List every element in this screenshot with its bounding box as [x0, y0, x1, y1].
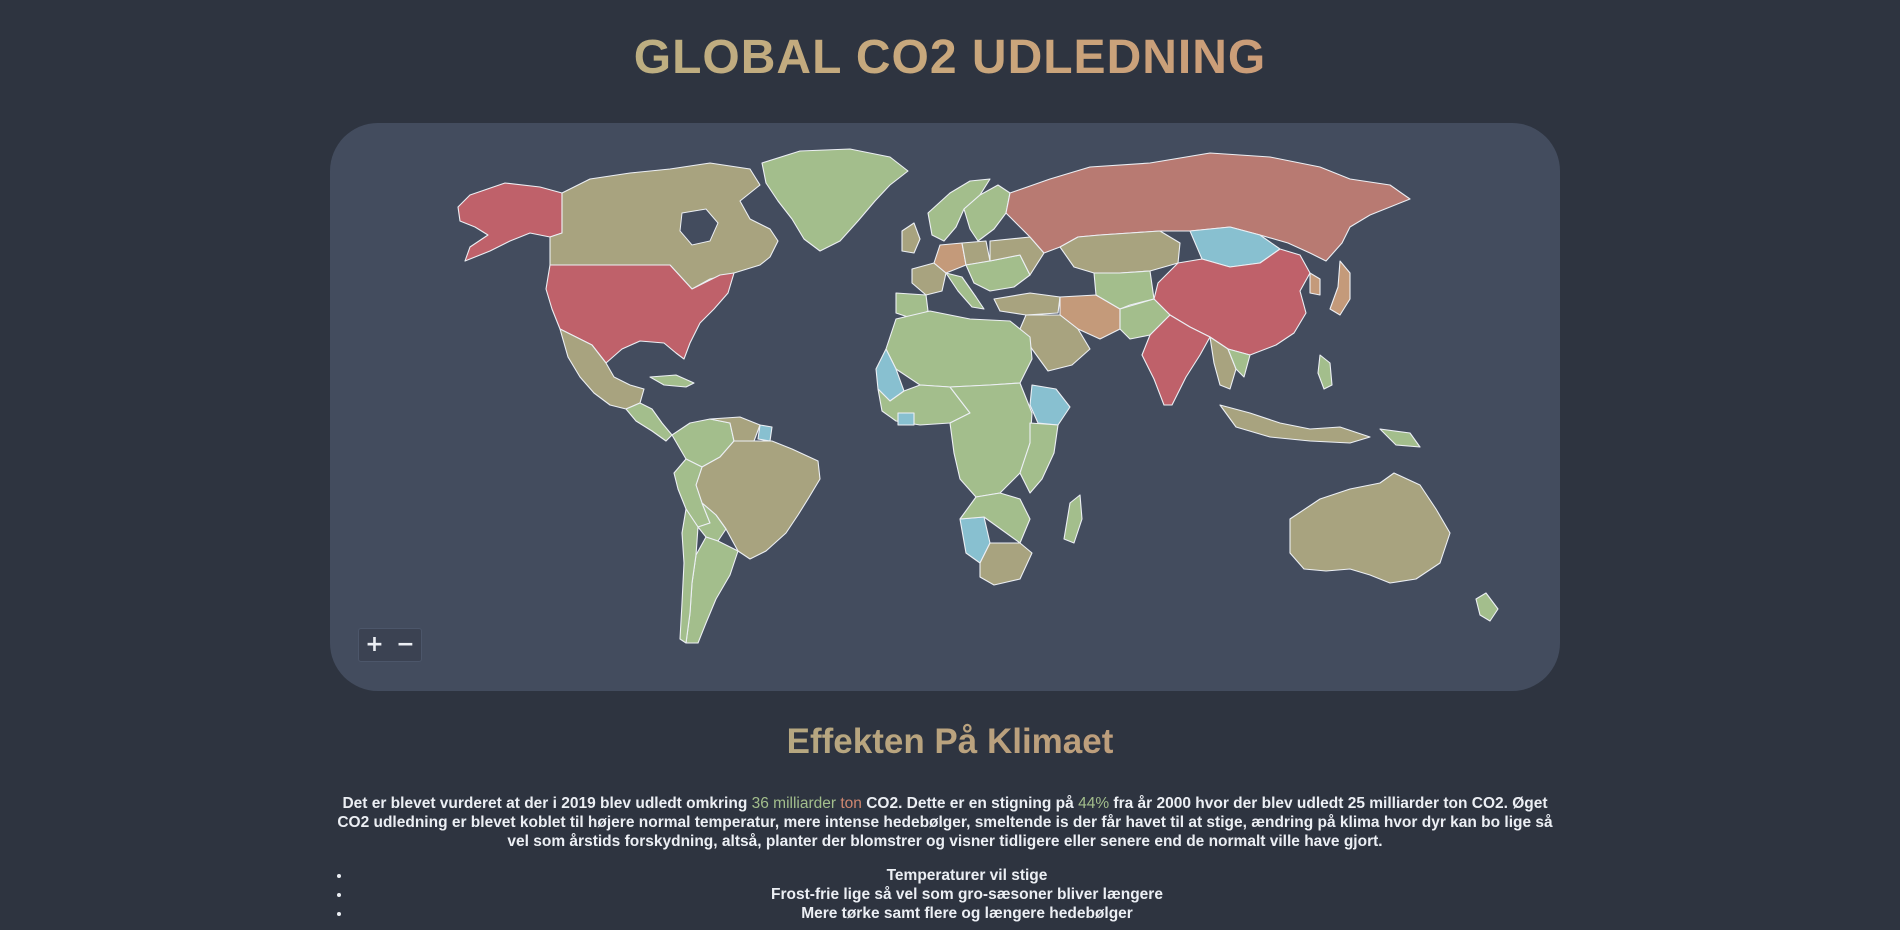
country-south-korea[interactable]	[1309, 272, 1321, 296]
zoom-out-button[interactable]: −	[396, 632, 415, 657]
country-indonesia[interactable]	[1219, 404, 1371, 444]
country-philippines[interactable]	[1317, 354, 1333, 390]
country-east-africa[interactable]	[1019, 422, 1059, 494]
world-map-svg[interactable]	[330, 123, 1560, 691]
country-central-africa[interactable]	[949, 382, 1033, 498]
country-north-africa[interactable]	[885, 310, 1033, 388]
country-south-africa[interactable]	[979, 542, 1033, 586]
section-title: Effekten På Klimaet	[0, 722, 1900, 762]
highlight-percent: 44%	[1078, 795, 1110, 812]
country-uk[interactable]	[901, 222, 921, 254]
country-ghana-liberia[interactable]	[897, 412, 915, 426]
country-papua[interactable]	[1379, 428, 1421, 448]
country-kazakhstan[interactable]	[1059, 230, 1181, 274]
country-turkey[interactable]	[993, 292, 1061, 316]
page-title: GLOBAL CO2 UDLEDNING	[0, 30, 1900, 85]
list-item: Mere tørke samt flere og længere hedebøl…	[352, 904, 1582, 923]
country-india[interactable]	[1141, 314, 1211, 406]
country-cuba[interactable]	[649, 374, 695, 388]
map-zoom-controls: + −	[358, 628, 422, 662]
highlight-amount: 36 milliarder	[751, 795, 837, 812]
intro-text-2: CO2. Dette er en stigning på	[861, 795, 1079, 812]
intro-text-3: fra år 2000 hvor der blev udledt 25 mill…	[337, 795, 1553, 850]
world-map[interactable]: + −	[330, 123, 1560, 691]
country-southern-africa[interactable]	[959, 492, 1031, 544]
highlight-unit: ton	[836, 795, 862, 812]
country-new-zealand[interactable]	[1475, 592, 1499, 622]
country-italy[interactable]	[945, 272, 985, 310]
country-ethiopia[interactable]	[1029, 384, 1071, 426]
effects-list: Temperaturer vil stige Frost-frie lige s…	[330, 866, 1582, 923]
country-vietnam[interactable]	[1227, 348, 1251, 378]
country-central-america[interactable]	[625, 402, 673, 442]
country-madagascar[interactable]	[1063, 494, 1083, 544]
country-chile[interactable]	[679, 508, 699, 644]
zoom-in-button[interactable]: +	[365, 632, 384, 657]
country-mexico[interactable]	[559, 328, 645, 410]
effects-paragraph: Det er blevet vurderet at der i 2019 ble…	[330, 794, 1560, 851]
hudson-bay	[679, 208, 719, 246]
country-australia[interactable]	[1289, 472, 1451, 584]
list-item: Temperaturer vil stige	[352, 866, 1582, 885]
list-item: Frost-frie lige så vel som gro-sæsoner b…	[352, 885, 1582, 904]
country-japan[interactable]	[1329, 260, 1351, 316]
country-suriname[interactable]	[757, 424, 773, 442]
country-greenland[interactable]	[761, 148, 909, 252]
country-germany[interactable]	[933, 242, 967, 274]
intro-text-1: Det er blevet vurderet at der i 2019 ble…	[342, 795, 752, 812]
country-usa-alaska[interactable]	[457, 182, 563, 262]
